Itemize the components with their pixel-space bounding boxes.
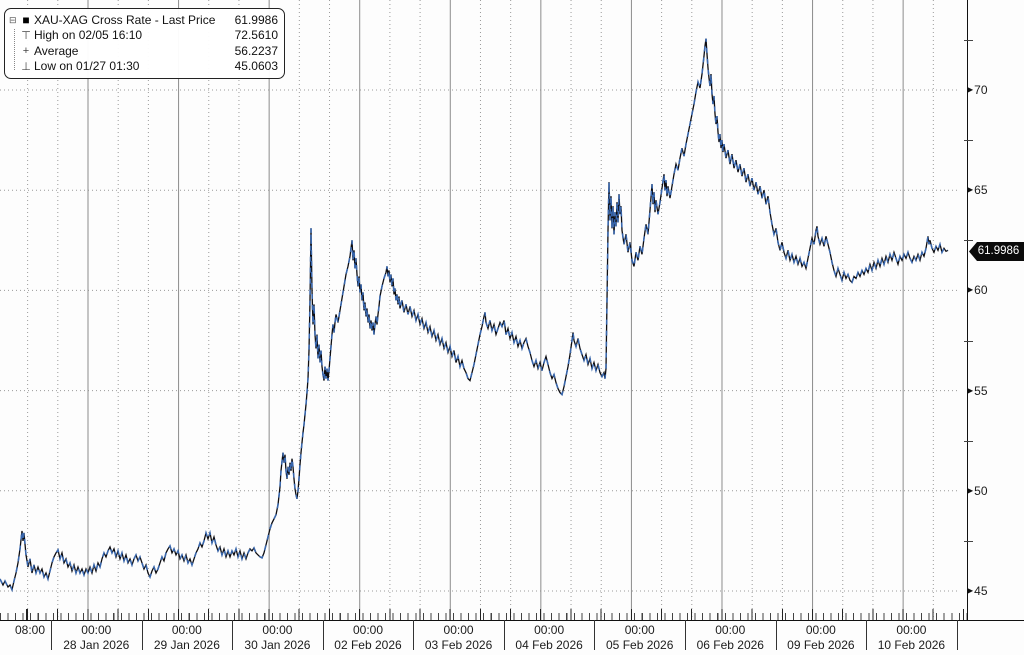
x-axis-day-separator <box>413 620 415 650</box>
legend-value: 61.9986 <box>234 12 278 27</box>
x-tick-time-label: 00:00 <box>624 623 655 637</box>
legend-label: XAU-XAG Cross Rate - Last Price <box>34 12 216 27</box>
y-tick-minor <box>964 39 973 41</box>
legend-row-series-swatch[interactable]: ⊟ ■ XAU-XAG Cross Rate - Last Price 61.9986 <box>9 12 278 28</box>
y-tick-minor <box>964 440 973 442</box>
x-tick-date-label: 06 Feb 2026 <box>696 638 764 652</box>
high-marker-icon: ⊤ <box>21 29 31 42</box>
y-tick-arrow-icon: ▶ <box>967 385 974 395</box>
y-tick-minor <box>964 340 973 342</box>
x-tick-date-label: 10 Feb 2026 <box>877 638 946 652</box>
x-axis-day-separator <box>503 620 505 650</box>
legend-tree-rail <box>14 29 15 70</box>
y-tick-arrow-icon: ▶ <box>967 485 974 495</box>
legend-label: Low on 01/27 01:30 <box>34 59 140 74</box>
last-price-badge: 61.9986 <box>969 242 1024 261</box>
x-tick-time-label: 08:00 <box>14 623 46 637</box>
x-axis-day-separator <box>51 620 52 650</box>
x-tick-date-label: 29 Jan 2026 <box>153 638 220 652</box>
x-axis-day-separator <box>232 620 234 650</box>
legend-box[interactable]: ⊟ ■ XAU-XAG Cross Rate - Last Price 61.9986… <box>4 8 285 79</box>
x-axis-day-separator <box>594 620 596 650</box>
legend-value: 56.2237 <box>234 43 278 58</box>
x-tick-date-label: 28 Jan 2026 <box>63 638 130 652</box>
x-axis-day-separator <box>141 620 143 650</box>
x-axis-day-separator <box>775 620 777 650</box>
y-tick-arrow-icon: ▶ <box>967 185 974 195</box>
x-axis-day-separator <box>322 620 324 650</box>
x-tick-time-label: 00:00 <box>171 623 202 637</box>
low-marker-icon: ⊥ <box>21 60 31 73</box>
x-axis-hour-ticks <box>0 609 967 620</box>
right-axis-line <box>967 0 968 621</box>
y-tick-label-45: ▶ 45 <box>967 584 988 598</box>
x-axis-day-separator <box>956 620 958 650</box>
y-tick-minor <box>964 140 973 142</box>
x-tick-time-label: 00:00 <box>715 623 746 637</box>
x-tick-time-label: 00:00 <box>805 623 836 637</box>
x-tick-time-label: 00:00 <box>896 623 927 637</box>
price-line <box>0 38 949 592</box>
bottom-axis-line <box>0 620 1024 621</box>
x-tick-date-label: 09 Feb 2026 <box>787 638 855 652</box>
y-tick-label-70: ▶ 70 <box>967 83 988 97</box>
x-tick-time-label: 00:00 <box>262 623 293 637</box>
x-tick-time-label: 00:00 <box>352 623 383 637</box>
x-tick-date-label: 03 Feb 2026 <box>424 638 493 652</box>
y-tick-minor <box>964 240 973 242</box>
y-tick-minor <box>964 540 973 542</box>
x-tick-date-label: 30 Jan 2026 <box>244 638 311 652</box>
x-axis-day-separator <box>684 620 686 650</box>
legend-collapse-box-icon[interactable]: ⊟ <box>9 14 17 25</box>
x-tick-time-label: 00:00 <box>443 623 474 637</box>
x-tick-date-label: 04 Feb 2026 <box>515 638 583 652</box>
legend-value: 45.0603 <box>234 59 278 74</box>
y-tick-label-55: ▶ 55 <box>967 383 988 398</box>
y-tick-label-65: ▶ 65 <box>967 183 988 198</box>
x-tick-date-label: 05 Feb 2026 <box>606 638 674 652</box>
series-swatch-icon: ■ <box>22 12 30 27</box>
x-tick-time-label: 00:00 <box>81 623 112 637</box>
y-tick-label-50: ▶ 50 <box>967 483 988 498</box>
price-line-blue-overlay <box>0 38 949 593</box>
y-tick-arrow-icon: ▶ <box>967 285 974 295</box>
legend-value: 72.5610 <box>234 28 278 43</box>
y-tick-label-60: ▶ 60 <box>967 283 988 298</box>
legend-label: Average <box>34 43 79 58</box>
y-tick-arrow-icon: ▶ <box>967 85 974 94</box>
avg-marker-icon: + <box>22 44 30 57</box>
y-tick-arrow-icon: ▶ <box>967 586 974 595</box>
x-tick-time-label: 00:00 <box>534 623 565 637</box>
x-axis-day-separator <box>866 620 868 650</box>
x-tick-date-label: 02 Feb 2026 <box>334 638 402 652</box>
legend-label: High on 02/05 16:10 <box>34 28 143 43</box>
